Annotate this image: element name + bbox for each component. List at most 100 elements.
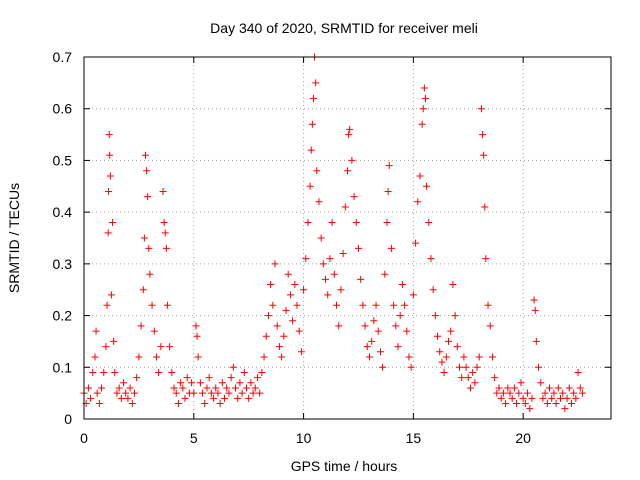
- data-point: [513, 399, 521, 407]
- data-point: [365, 353, 373, 361]
- data-point: [227, 374, 235, 382]
- data-point: [473, 363, 481, 371]
- data-point: [166, 343, 174, 351]
- data-point: [567, 399, 575, 407]
- x-tick-label: 10: [296, 430, 312, 446]
- data-point: [102, 343, 110, 351]
- y-tick-label: 0.7: [53, 49, 73, 65]
- data-point: [384, 187, 392, 195]
- data-point: [482, 255, 490, 263]
- data-point: [431, 312, 439, 320]
- data-point: [528, 394, 536, 402]
- data-point: [262, 332, 270, 340]
- data-point: [105, 131, 113, 139]
- data-point: [133, 374, 141, 382]
- data-point: [572, 394, 580, 402]
- data-point: [271, 260, 279, 268]
- data-point: [458, 374, 466, 382]
- data-point: [354, 244, 362, 252]
- data-point: [111, 368, 119, 376]
- data-point: [214, 389, 222, 397]
- axis-ticks: [83, 56, 611, 420]
- data-point: [537, 379, 545, 387]
- data-point: [240, 368, 248, 376]
- data-point: [291, 281, 299, 289]
- data-point: [109, 218, 117, 226]
- data-point: [576, 384, 584, 392]
- data-point: [216, 399, 224, 407]
- data-point: [193, 332, 201, 340]
- data-point: [267, 281, 275, 289]
- data-points: [80, 53, 586, 413]
- data-point: [117, 394, 125, 402]
- y-tick-label: 0.1: [53, 359, 73, 375]
- data-point: [532, 337, 540, 345]
- data-point: [203, 384, 211, 392]
- x-tick-label: 15: [406, 430, 422, 446]
- data-point: [385, 162, 393, 170]
- data-point: [196, 379, 204, 387]
- x-axis-label: GPS time / hours: [291, 458, 398, 474]
- data-point: [546, 384, 554, 392]
- data-point: [317, 234, 325, 242]
- data-point: [370, 317, 378, 325]
- grid: [84, 57, 611, 419]
- data-point: [521, 399, 529, 407]
- data-point: [412, 239, 420, 247]
- data-point: [425, 218, 433, 226]
- data-point: [297, 348, 305, 356]
- data-point: [419, 105, 427, 113]
- data-point: [471, 379, 479, 387]
- y-tick-label: 0: [64, 411, 72, 427]
- data-point: [387, 244, 395, 252]
- data-point: [218, 379, 226, 387]
- data-point: [115, 384, 123, 392]
- data-point: [517, 379, 525, 387]
- data-point: [379, 363, 387, 371]
- data-point: [420, 84, 428, 92]
- data-point: [570, 389, 578, 397]
- data-point: [335, 322, 343, 330]
- data-point: [160, 218, 168, 226]
- data-point: [256, 389, 264, 397]
- data-point: [302, 255, 310, 263]
- data-point: [304, 218, 312, 226]
- data-point: [526, 405, 534, 413]
- data-point: [524, 389, 532, 397]
- data-point: [293, 301, 301, 309]
- data-point: [515, 389, 523, 397]
- data-point: [475, 353, 483, 361]
- data-point: [372, 301, 380, 309]
- data-point: [357, 275, 365, 283]
- data-point: [333, 301, 341, 309]
- data-point: [376, 348, 384, 356]
- data-point: [394, 343, 402, 351]
- data-point: [190, 389, 198, 397]
- data-point: [275, 343, 283, 351]
- data-point: [481, 203, 489, 211]
- data-point: [466, 384, 474, 392]
- data-point: [183, 374, 191, 382]
- y-tick-label: 0.3: [53, 256, 73, 272]
- data-point: [506, 389, 514, 397]
- data-point: [242, 384, 250, 392]
- data-point: [269, 301, 277, 309]
- data-point: [519, 394, 527, 402]
- data-point: [309, 94, 317, 102]
- data-point: [150, 327, 158, 335]
- data-point: [131, 389, 139, 397]
- data-point: [284, 270, 292, 278]
- chart-title: Day 340 of 2020, SRMTID for receiver mel…: [210, 20, 478, 36]
- data-point: [539, 394, 547, 402]
- data-point: [350, 193, 358, 201]
- data-point: [445, 337, 453, 345]
- data-point: [429, 286, 437, 294]
- data-point: [260, 353, 268, 361]
- y-tick-label: 0.6: [53, 101, 73, 117]
- data-point: [278, 353, 286, 361]
- data-point: [578, 389, 586, 397]
- data-point: [253, 374, 261, 382]
- data-point: [381, 270, 389, 278]
- data-point: [168, 368, 176, 376]
- y-tick-label: 0.4: [53, 204, 73, 220]
